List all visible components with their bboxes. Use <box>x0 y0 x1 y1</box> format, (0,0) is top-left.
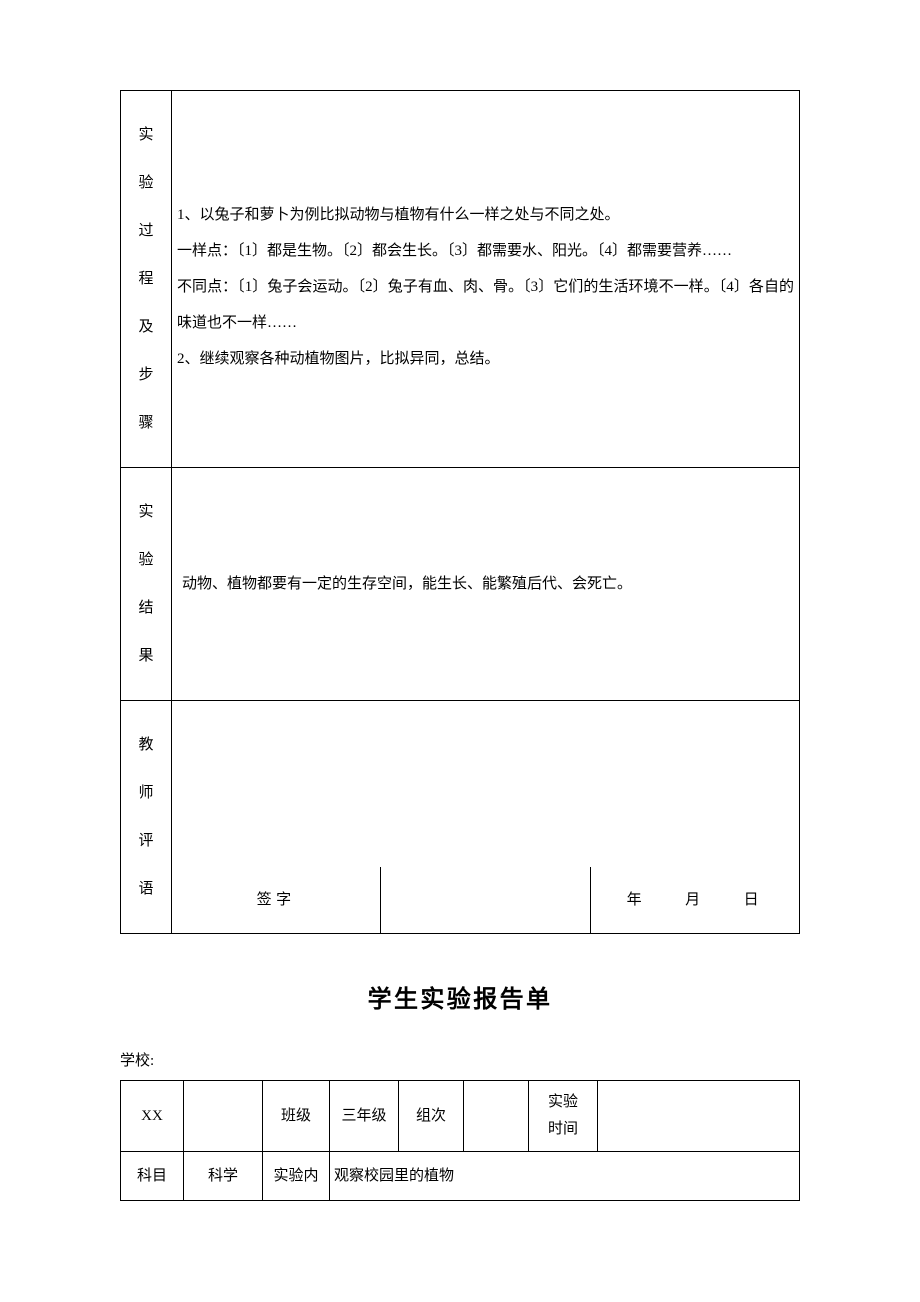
group-blank <box>464 1081 529 1152</box>
subject-value: 科学 <box>184 1152 263 1201</box>
table-row: 实验过程及步骤 1、以兔子和萝卜为例比拟动物与植物有什么一样之处与不同之处。一样… <box>121 91 800 468</box>
table-row: 实验结果 动物、植物都要有一定的生存空间，能生长、能繁殖后代、会死亡。 <box>121 468 800 701</box>
vlabel-text: 实验结果 <box>121 488 171 680</box>
result-content: 动物、植物都要有一定的生存空间，能生长、能繁殖后代、会死亡。 <box>172 468 800 701</box>
group-label: 组次 <box>399 1081 464 1152</box>
name-blank <box>184 1081 263 1152</box>
signature-label: 签字 <box>172 867 381 934</box>
experiment-table-1: 实验过程及步骤 1、以兔子和萝卜为例比拟动物与植物有什么一样之处与不同之处。一样… <box>120 90 800 934</box>
table-row: 教师评语 <box>121 701 800 867</box>
teacher-comment-blank <box>172 701 800 867</box>
time-label: 实验时间 <box>529 1081 598 1152</box>
report-title: 学生实验报告单 <box>120 979 800 1014</box>
date-cell: 年 月 日 <box>590 867 799 934</box>
class-label: 班级 <box>263 1081 330 1152</box>
process-steps-content: 1、以兔子和萝卜为例比拟动物与植物有什么一样之处与不同之处。一样点：〔1〕都是生… <box>172 91 800 468</box>
process-steps-label: 实验过程及步骤 <box>121 91 172 468</box>
time-text: 实验时间 <box>531 1089 595 1143</box>
experiment-table-2: XX 班级 三年级 组次 实验时间 科目 科学 实验内 观察校园里的植物 <box>120 1080 800 1201</box>
subject-label: 科目 <box>121 1152 184 1201</box>
content-value: 观察校园里的植物 <box>330 1152 800 1201</box>
teacher-comment-label: 教师评语 <box>121 701 172 934</box>
signature-blank <box>381 867 590 934</box>
table-row: XX 班级 三年级 组次 实验时间 <box>121 1081 800 1152</box>
content-label: 实验内 <box>263 1152 330 1201</box>
class-value: 三年级 <box>330 1081 399 1152</box>
vlabel-text: 实验过程及步骤 <box>121 111 171 447</box>
school-label: 学校: <box>120 1049 800 1070</box>
result-label: 实验结果 <box>121 468 172 701</box>
content-text: 1、以兔子和萝卜为例比拟动物与植物有什么一样之处与不同之处。一样点：〔1〕都是生… <box>177 197 794 377</box>
table-row: 科目 科学 实验内 观察校园里的植物 <box>121 1152 800 1201</box>
name-label: XX <box>121 1081 184 1152</box>
table-row: 签字 年 月 日 <box>121 867 800 934</box>
time-blank <box>598 1081 800 1152</box>
vlabel-text: 教师评语 <box>121 721 171 913</box>
